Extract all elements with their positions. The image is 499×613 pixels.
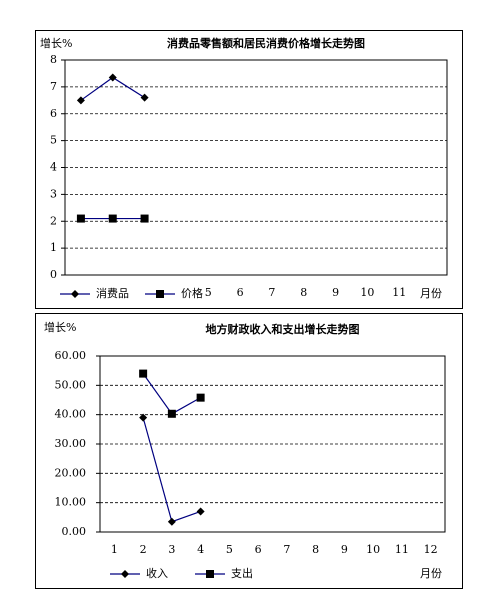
marker [167,517,176,526]
x-tick-label: 10 [360,286,374,299]
x-tick-label: 12 [424,543,438,556]
marker [196,393,205,402]
legend-label: 支出 [231,566,253,580]
marker [139,413,148,422]
x-axis-label: 月份 [420,287,442,300]
y-tick-label: 7 [50,80,57,93]
legend-marker [121,570,129,578]
legend-label: 消费品 [96,286,129,300]
x-tick-label: 8 [300,286,307,299]
x-tick-label: 9 [332,286,339,299]
marker [108,73,117,82]
y-tick-label: 40.00 [55,408,87,421]
marker [108,214,117,223]
y-tick-label: 0.00 [62,525,87,538]
legend-label: 收入 [146,566,168,580]
marker [76,214,85,223]
marker [167,409,176,418]
y-tick-label: 8 [50,53,57,66]
y-tick-label: 5 [50,134,57,147]
legend-marker [156,290,164,298]
chart-frame [35,313,463,589]
y-tick-label: 0 [50,268,57,281]
marker [196,507,205,516]
x-tick-label: 1 [111,543,118,556]
legend-marker [206,570,214,578]
x-tick-label: 11 [392,286,406,299]
marker [140,93,149,102]
legend-label: 价格 [181,286,203,300]
x-tick-label: 7 [283,543,290,556]
series-line [142,373,201,415]
y-tick-label: 50.00 [55,378,87,391]
y-tick-label: 10.00 [55,496,87,509]
marker [139,369,148,378]
marker [140,214,149,223]
marker [76,96,85,105]
x-tick-label: 8 [312,543,319,556]
x-tick-label: 3 [168,543,175,556]
x-tick-label: 7 [268,286,275,299]
chart-title: 地方财政收入和支出增长走势图 [206,322,360,336]
plot-area [99,355,446,533]
x-axis-label: 月份 [420,567,442,580]
legend-marker [71,290,79,298]
plot-area [64,59,448,276]
x-tick-label: 2 [140,543,147,556]
x-tick-label: 5 [205,286,212,299]
x-tick-label: 6 [255,543,262,556]
x-tick-label: 4 [197,543,204,556]
y-axis-label: 增长% [44,320,76,334]
y-tick-label: 3 [50,187,57,200]
y-tick-label: 60.00 [55,349,87,362]
y-tick-label: 30.00 [55,437,87,450]
chart-frame [35,30,463,309]
x-tick-label: 6 [237,286,244,299]
x-tick-label: 9 [341,543,348,556]
y-tick-label: 6 [50,107,57,120]
y-axis-label: 增长% [40,36,72,50]
y-tick-label: 2 [50,214,57,227]
x-tick-label: 10 [366,543,380,556]
chart-title: 消费品零售额和居民消费价格增长走势图 [167,36,365,50]
y-tick-label: 20.00 [55,466,87,479]
x-tick-label: 11 [395,543,409,556]
y-tick-label: 1 [50,241,57,254]
y-tick-label: 4 [50,161,57,174]
x-tick-label: 5 [226,543,233,556]
series-line [142,417,201,523]
